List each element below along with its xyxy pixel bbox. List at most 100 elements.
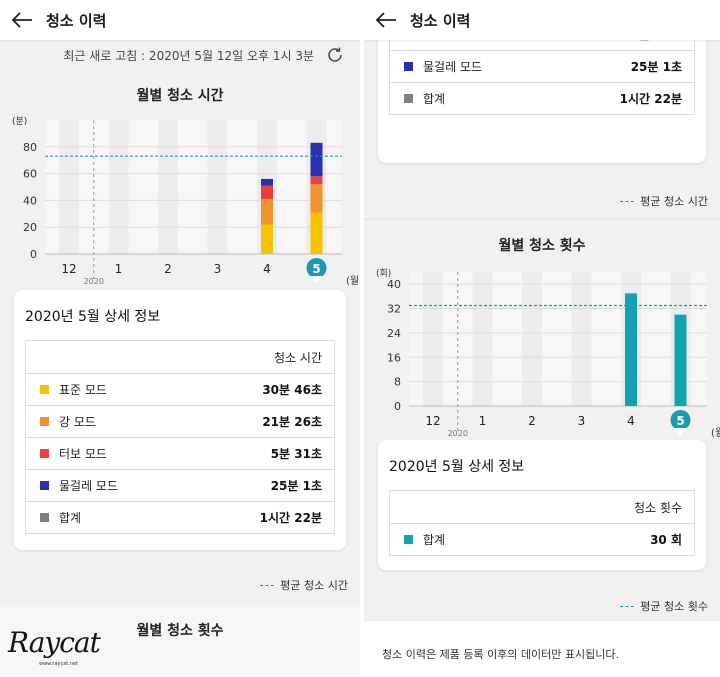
row-label: 강 모드 bbox=[59, 415, 96, 429]
y-tick-label: 32 bbox=[387, 303, 401, 316]
y-tick-label: 80 bbox=[23, 141, 37, 154]
column-header: 청소 횟수 bbox=[634, 500, 682, 515]
x-tick-label: 2 bbox=[164, 262, 172, 276]
back-button[interactable] bbox=[366, 3, 406, 37]
bar-segment bbox=[310, 176, 323, 185]
total-swatch bbox=[404, 94, 413, 103]
row-value: 25분 1초 bbox=[630, 60, 682, 74]
column-band bbox=[472, 272, 493, 406]
average-line-swatch bbox=[620, 605, 635, 607]
legend-label: 평균 청소 시간 bbox=[640, 195, 708, 208]
table-row: 표준 모드 30분 46초 bbox=[26, 373, 334, 405]
y-tick-label: 8 bbox=[394, 376, 401, 389]
back-arrow-icon bbox=[11, 12, 32, 28]
x-tick-label: 5 bbox=[312, 262, 320, 276]
page-title: 청소 이력 bbox=[410, 11, 471, 30]
row-label: 합계 bbox=[423, 92, 446, 106]
refresh-row: 최근 새로 고침 : 2020년 5월 12일 오후 1시 3분 bbox=[0, 40, 360, 70]
row-value: 1시간 22분 bbox=[619, 92, 682, 106]
column-band bbox=[522, 272, 542, 406]
bar-segment bbox=[310, 142, 323, 177]
table-row: 합계 1시간 22분 bbox=[26, 501, 334, 533]
row-label: 합계 bbox=[59, 511, 82, 525]
average-line-swatch bbox=[620, 200, 635, 202]
column-band bbox=[158, 120, 178, 254]
bar-segment bbox=[261, 199, 273, 225]
row-label: 표준 모드 bbox=[59, 383, 107, 397]
bar-segment bbox=[310, 184, 323, 213]
row-value: 1시간 22분 bbox=[259, 511, 322, 525]
strong-mode-swatch bbox=[40, 417, 49, 426]
bar-segment bbox=[625, 293, 637, 406]
screen-divider bbox=[360, 0, 364, 677]
x-tick-label: 3 bbox=[214, 262, 222, 276]
table-header: 청소 시간 bbox=[26, 341, 334, 373]
row-value: 25분 1초 bbox=[270, 479, 322, 493]
y-axis-unit: (회) bbox=[376, 268, 391, 279]
refresh-icon bbox=[328, 47, 342, 62]
table-row: 강 모드 21분 26초 bbox=[26, 405, 334, 437]
x-tick-label: 4 bbox=[263, 262, 271, 276]
table-row: 터보 모드 5분 31초 bbox=[26, 437, 334, 469]
mop-mode-swatch bbox=[404, 62, 413, 71]
watermark-logo: Raycat bbox=[8, 626, 101, 659]
row-value: 30 회 bbox=[650, 533, 682, 547]
back-arrow-icon bbox=[375, 12, 396, 28]
table-row: 물걸레 모드 25분 1초 bbox=[390, 50, 694, 82]
right-screen: 터보 모드 5분 31초 물걸레 모드 25분 1초 합계 1시간 22분 청소… bbox=[364, 0, 720, 677]
y-tick-label: 20 bbox=[23, 221, 37, 234]
watermark-url: www.raycat.net bbox=[39, 661, 79, 667]
column-band bbox=[207, 120, 228, 254]
row-value: 21분 26초 bbox=[262, 415, 322, 429]
x-tick-label: 1 bbox=[479, 414, 487, 428]
y-axis-unit: (분) bbox=[12, 116, 27, 127]
legend-label: 평균 청소 시간 bbox=[280, 579, 348, 592]
selected-month-marker bbox=[306, 258, 327, 278]
bar-segment bbox=[261, 185, 273, 200]
y-tick-label: 0 bbox=[30, 248, 37, 261]
count-section-preview bbox=[0, 604, 360, 677]
column-band bbox=[108, 120, 129, 254]
x-tick-label: 12 bbox=[425, 414, 440, 428]
row-label: 합계 bbox=[423, 533, 446, 547]
x-tick-label: 1 bbox=[115, 262, 123, 276]
average-time-legend: 평균 청소 시간 bbox=[620, 193, 708, 209]
footnote: 청소 이력은 제품 등록 이후의 데이터만 표시됩니다. bbox=[364, 621, 720, 677]
left-screen: 청소 이력 최근 새로 고침 : 2020년 5월 12일 오후 1시 3분 월… bbox=[0, 0, 360, 677]
last-refresh-text: 최근 새로 고침 : 2020년 5월 12일 오후 1시 3분 bbox=[63, 48, 314, 63]
year-label: 2020 bbox=[448, 429, 468, 438]
legend-label: 평균 청소 횟수 bbox=[640, 600, 708, 613]
y-tick-label: 40 bbox=[23, 194, 37, 207]
x-axis-unit: (월) bbox=[711, 427, 720, 439]
page-title: 청소 이력 bbox=[46, 11, 107, 30]
y-tick-label: 40 bbox=[387, 278, 401, 291]
back-button[interactable] bbox=[2, 3, 42, 37]
y-tick-label: 0 bbox=[394, 400, 401, 413]
x-tick-label: 2 bbox=[528, 414, 536, 428]
column-header: 청소 시간 bbox=[274, 350, 322, 365]
average-line-swatch bbox=[260, 584, 275, 586]
plot-area bbox=[409, 272, 707, 406]
count-chart-title-preview: 월별 청소 횟수 bbox=[136, 623, 224, 639]
bar-segment bbox=[261, 178, 273, 186]
average-count-legend: 평균 청소 횟수 bbox=[620, 598, 708, 614]
selected-month-marker bbox=[670, 410, 691, 430]
selected-month-pointer bbox=[310, 276, 323, 284]
column-band bbox=[571, 272, 592, 406]
raycat-watermark: Raycat www.raycat.net bbox=[8, 628, 101, 672]
row-label: 물걸레 모드 bbox=[59, 479, 119, 493]
column-band bbox=[59, 120, 79, 254]
count-detail-table: 청소 횟수 합계 30 회 bbox=[389, 490, 695, 556]
row-label: 터보 모드 bbox=[59, 447, 107, 461]
app-header: 청소 이력 bbox=[0, 0, 360, 40]
table-header: 청소 횟수 bbox=[390, 491, 694, 523]
y-tick-label: 60 bbox=[23, 168, 37, 181]
table-row: 합계 1시간 22분 bbox=[390, 82, 694, 114]
count-detail-card: 2020년 5월 상세 정보 청소 횟수 합계 30 회 bbox=[378, 440, 706, 570]
refresh-button[interactable] bbox=[324, 44, 346, 66]
section-separator bbox=[364, 218, 720, 220]
average-time-legend: 평균 청소 시간 bbox=[260, 577, 348, 593]
count-detail-title: 2020년 5월 상세 정보 bbox=[389, 459, 525, 475]
